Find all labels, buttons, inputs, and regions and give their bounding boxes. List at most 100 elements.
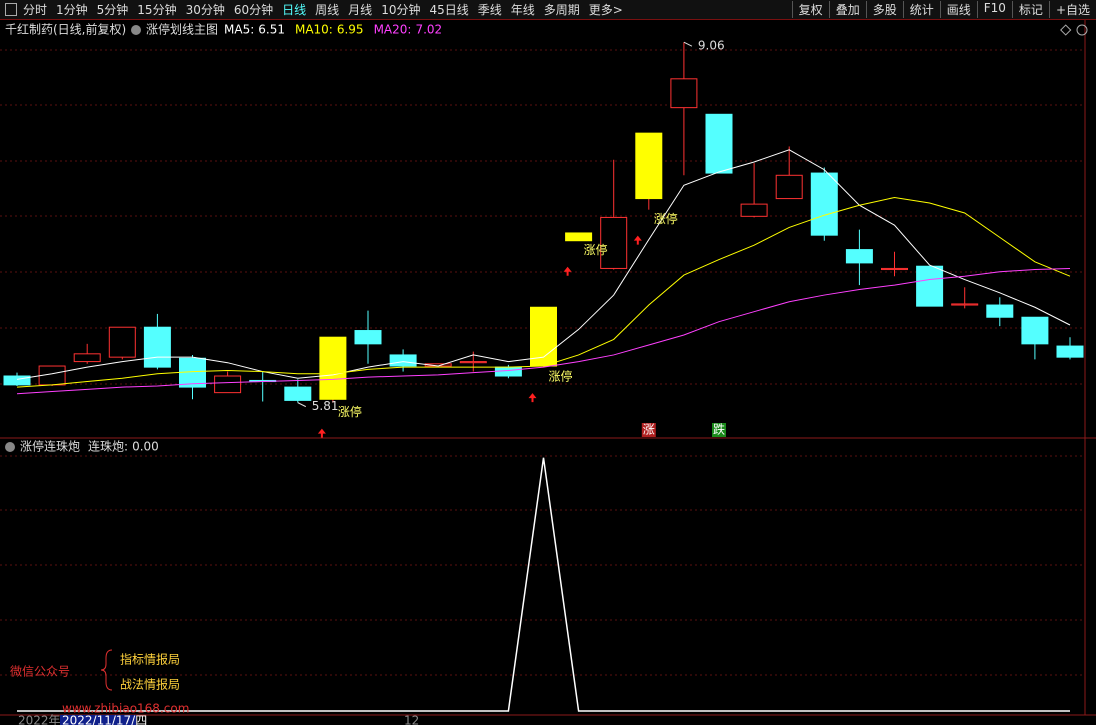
limit-up-arrow [317, 428, 326, 438]
dropdown-icon [5, 442, 15, 452]
tool-button[interactable]: 统计 [902, 1, 940, 18]
max-pointer [683, 41, 693, 47]
date-box [60, 715, 136, 725]
watermark-url: www.zhibiao168.com [62, 702, 189, 716]
limit-up-arrow [633, 235, 642, 245]
limit-up-label: 涨停 [338, 404, 362, 419]
candle-body [986, 304, 1014, 318]
candle-body [810, 172, 838, 236]
period-tab[interactable]: 多周期 [543, 3, 580, 17]
candle-body [214, 375, 242, 394]
close-icon [1076, 24, 1088, 36]
candle-body [951, 303, 979, 306]
candle-body [459, 361, 487, 364]
indicator-value: 0.00 [132, 440, 159, 454]
candle-body [108, 326, 136, 358]
watermark-line: 指标情报局 [120, 652, 180, 667]
tool-button[interactable]: 标记 [1011, 1, 1049, 18]
period-tab[interactable]: 60分钟 [233, 3, 274, 17]
stock-title: 千红制药(日线,前复权) [5, 22, 126, 37]
candle-body [319, 336, 347, 400]
signal-box [712, 423, 726, 437]
candle-body [881, 267, 908, 271]
limit-up-label: 涨停 [549, 369, 573, 384]
period-tab[interactable]: 季线 [477, 3, 502, 17]
signal-label: 跌 [713, 422, 725, 437]
brace [100, 649, 113, 691]
menu-icon[interactable] [5, 3, 17, 16]
ma-label: MA20: [374, 23, 412, 37]
footer-date: 2022/11/17/四 [62, 714, 147, 725]
period-tab[interactable]: 月线 [348, 3, 373, 17]
candle-body [354, 330, 382, 345]
limit-up-label: 涨停 [654, 211, 678, 226]
limit-up-label: 涨停 [584, 242, 608, 257]
candle-body [635, 132, 663, 200]
candle-body [284, 386, 312, 401]
tool-button[interactable]: 复权 [791, 1, 829, 18]
tool-button[interactable]: 多股 [865, 1, 903, 18]
signal-label: 涨 [643, 422, 655, 437]
candle-body [600, 216, 628, 269]
period-tab[interactable]: 更多> [588, 3, 623, 17]
indicator-title: 涨停连珠炮 [20, 439, 80, 454]
ma-value: 6.95 [337, 23, 364, 37]
ma-line [16, 267, 1071, 395]
tool-buttons: 复权 叠加 多股 统计 画线 F10 标记 +自选 [791, 1, 1096, 18]
candle-body [775, 174, 803, 200]
candle-body [1021, 316, 1049, 345]
candle-body [705, 113, 733, 174]
tool-button[interactable]: F10 [976, 1, 1012, 18]
indicator-label: 连珠炮: [88, 439, 128, 454]
period-tab[interactable]: 日线 [282, 3, 307, 17]
max-price-label: 9.06 [698, 39, 725, 53]
candle-body [845, 249, 873, 264]
period-tab[interactable]: 年线 [510, 3, 535, 17]
candle-body [670, 78, 698, 109]
min-price-label: 5.81 [312, 399, 339, 413]
period-tab[interactable]: 30分钟 [185, 3, 225, 17]
period-tab[interactable]: 分时 [23, 3, 48, 17]
tool-button[interactable]: +自选 [1048, 1, 1096, 18]
settings-icon [1060, 24, 1072, 36]
ma-value: 6.51 [258, 23, 285, 37]
signal-box [641, 423, 656, 437]
candle-body [3, 375, 31, 386]
period-tab[interactable]: 1分钟 [56, 3, 88, 17]
period-tabs: 分时 1分钟 5分钟 15分钟 30分钟 60分钟 日线 周线 月线 10分钟 45日线 季线 年线 多周… [23, 1, 623, 18]
main-indicator-title: 涨停划线主图 [146, 22, 218, 37]
footer-month: 12 [404, 714, 419, 725]
tool-button[interactable]: 叠加 [828, 1, 866, 18]
period-tab[interactable]: 15分钟 [137, 3, 177, 17]
candle-body [1056, 345, 1084, 358]
ma-line [16, 196, 1071, 388]
toolbar: 分时 1分钟 5分钟 15分钟 30分钟 60分钟 日线 周线 月线 10分钟 45日线 季线 年线 多周… [0, 0, 1096, 20]
candle-body [389, 354, 417, 367]
candle-body [179, 357, 206, 388]
footer-year: 2022年 [18, 714, 61, 725]
ma-value: 7.02 [415, 23, 442, 37]
limit-up-arrow [563, 266, 572, 276]
min-pointer [297, 402, 307, 408]
watermark-line: 战法情报局 [120, 677, 180, 692]
candle-body [73, 353, 101, 363]
ma-label: MA10: [295, 23, 333, 37]
candle-body [143, 326, 171, 368]
indicator-line [17, 457, 1070, 712]
watermark-left: 微信公众号 [10, 665, 70, 679]
period-tab[interactable]: 45日线 [429, 3, 469, 17]
period-tab[interactable]: 周线 [315, 3, 340, 17]
limit-up-arrow [528, 393, 537, 403]
ma-line [16, 149, 1071, 380]
period-tab[interactable]: 5分钟 [96, 3, 129, 17]
candle-body [740, 203, 768, 217]
candle-body [494, 366, 522, 377]
tool-button[interactable]: 画线 [939, 1, 977, 18]
candle-body [916, 265, 944, 307]
candle-body [565, 232, 593, 242]
dropdown-icon [131, 25, 141, 35]
chart: 千红制药(日线,前复权) 涨停划线主图 MA5: 6.51 MA10: 6.95 MA20:… [0, 20, 1096, 725]
ma-label: MA5: [224, 23, 254, 37]
period-tab[interactable]: 10分钟 [381, 3, 421, 17]
